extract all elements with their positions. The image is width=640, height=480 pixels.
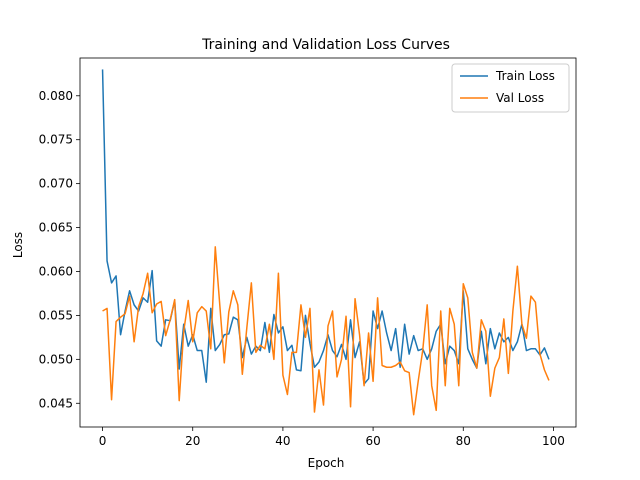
series-line-val [102, 246, 550, 416]
legend-label: Train Loss [495, 69, 555, 83]
axes-frame [79, 57, 577, 428]
x-tick-label: 60 [365, 434, 380, 448]
y-tick-label: 0.045 [39, 396, 73, 410]
x-tick-label: 0 [99, 434, 107, 448]
y-tick-label: 0.060 [39, 264, 73, 278]
y-axis-ticks: 0.045 0.050 0.055 0.060 0.065 0.070 0.075 0.080 [39, 89, 80, 410]
x-axis-label: Epoch [308, 456, 345, 470]
y-tick-label: 0.075 [39, 133, 73, 147]
legend: Train Loss Val Loss [451, 63, 570, 113]
y-tick-label: 0.055 [39, 308, 73, 322]
y-axis-label: Loss [11, 232, 25, 258]
x-tick-label: 20 [185, 434, 200, 448]
y-tick-label: 0.080 [39, 89, 73, 103]
y-tick-label: 0.050 [39, 352, 73, 366]
legend-label: Val Loss [496, 91, 544, 105]
y-tick-label: 0.070 [39, 177, 73, 191]
chart-title: Training and Validation Loss Curves [201, 37, 450, 53]
y-tick-label: 0.065 [39, 221, 73, 235]
x-tick-label: 40 [275, 434, 290, 448]
x-axis-ticks: 0 20 40 60 80 100 [99, 427, 565, 448]
plot-area [79, 57, 577, 428]
x-tick-label: 80 [456, 434, 471, 448]
x-tick-label: 100 [542, 434, 565, 448]
